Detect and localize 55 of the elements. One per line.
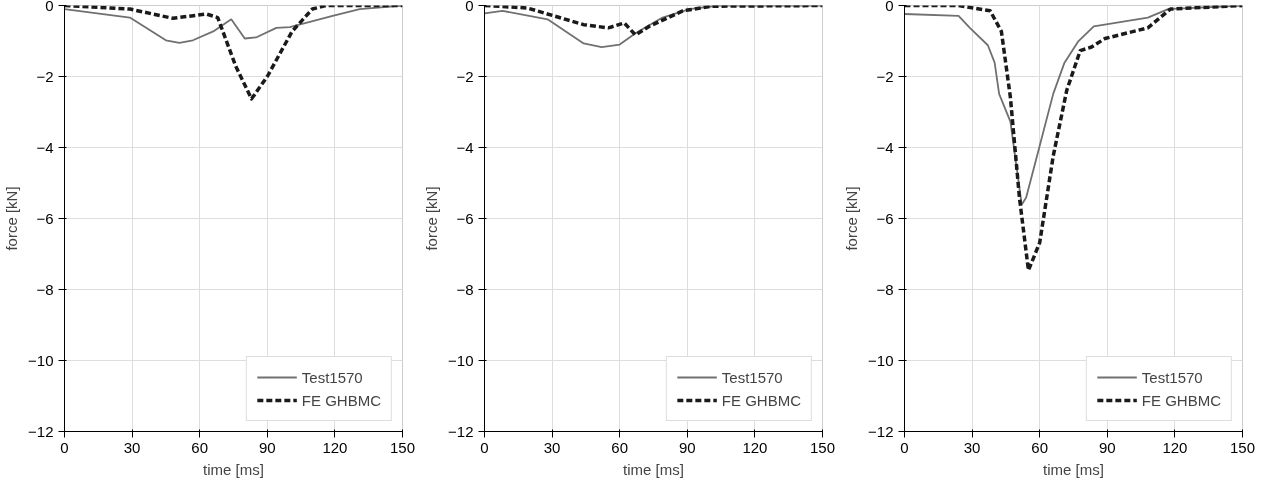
y-tick-label: 0 [465, 0, 474, 14]
y-tick-label: −8 [876, 280, 894, 298]
x-tick-label: 150 [389, 438, 416, 456]
x-tick-label: 120 [322, 438, 348, 456]
line-series [484, 5, 823, 37]
x-tick-label: 0 [480, 438, 489, 456]
x-tick-label: 150 [809, 438, 836, 456]
y-tick-label: −2 [456, 67, 474, 85]
y-tick-label: −2 [36, 67, 54, 85]
x-axis-title: time [ms] [203, 460, 264, 478]
y-tick-label: −10 [868, 351, 894, 369]
y-tick-label: −8 [36, 280, 54, 298]
y-tick-label: −8 [456, 280, 474, 298]
x-tick-label: 0 [60, 438, 69, 456]
x-tick-label: 120 [1162, 438, 1188, 456]
y-axis-title: force [kN] [3, 186, 21, 251]
y-tick-label: −4 [876, 138, 894, 156]
legend-label: FE GHBMC [721, 391, 801, 409]
y-tick-label: −6 [456, 209, 474, 227]
line-series [64, 5, 403, 101]
y-tick-label: 0 [885, 0, 894, 14]
x-axis-title: time [ms] [1043, 460, 1104, 478]
y-tick-label: −10 [448, 351, 474, 369]
y-tick-label: −2 [876, 67, 894, 85]
y-tick-label: −10 [28, 351, 54, 369]
y-axis-title: force [kN] [843, 186, 861, 251]
y-tick-label: −12 [448, 422, 474, 440]
y-tick-label: −12 [28, 422, 54, 440]
y-tick-label: −6 [876, 209, 894, 227]
legend-label: FE GHBMC [1141, 391, 1221, 409]
line-series [904, 5, 1243, 273]
line-series [64, 5, 403, 44]
x-tick-label: 60 [611, 438, 629, 456]
y-tick-label: −4 [36, 138, 54, 156]
x-tick-label: 90 [258, 438, 276, 456]
x-tick-label: 60 [1031, 438, 1049, 456]
y-tick-label: −12 [868, 422, 894, 440]
x-axis-title: time [ms] [623, 460, 684, 478]
x-tick-label: 90 [678, 438, 696, 456]
x-tick-label: 30 [963, 438, 981, 456]
y-tick-label: −6 [36, 209, 54, 227]
legend-label: Test1570 [301, 368, 363, 386]
x-tick-label: 150 [1229, 438, 1256, 456]
legend-label: Test1570 [721, 368, 783, 386]
x-tick-label: 30 [543, 438, 561, 456]
x-tick-label: 120 [742, 438, 768, 456]
x-tick-label: 0 [900, 438, 909, 456]
y-axis-title: force [kN] [423, 186, 441, 251]
y-tick-label: −4 [456, 138, 474, 156]
x-tick-label: 90 [1098, 438, 1116, 456]
x-tick-label: 60 [191, 438, 209, 456]
legend-label: Test1570 [1141, 368, 1203, 386]
y-tick-label: 0 [45, 0, 54, 14]
legend-label: FE GHBMC [301, 391, 381, 409]
x-tick-label: 30 [123, 438, 141, 456]
